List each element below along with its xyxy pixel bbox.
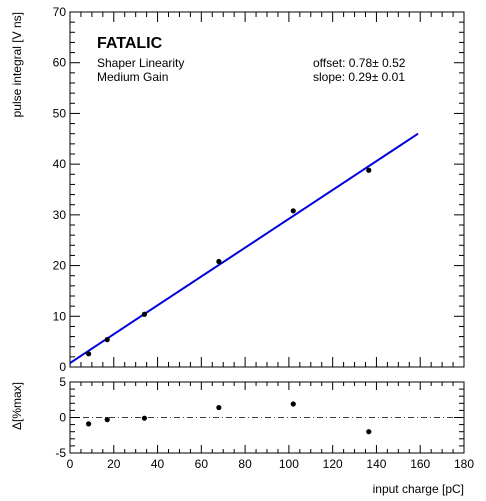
x-tick-label: 0 [67, 457, 74, 471]
chart-title: FATALIC [97, 35, 163, 52]
main-y-tick-label: 30 [53, 208, 67, 222]
main-data-points [86, 167, 372, 357]
residual-y-tick-label: -5 [55, 446, 66, 460]
main-y-tick-label: 20 [53, 259, 67, 273]
residual-data-point [290, 401, 296, 407]
fit-line [69, 132, 419, 364]
x-tick-label: 80 [238, 457, 252, 471]
main-plot: 0 10 20 30 40 50 60 70 FATALIC Shaper Linearity… [10, 5, 465, 374]
main-data-point [216, 258, 222, 265]
main-y-tick-label: 50 [53, 106, 67, 120]
slope-annotation: slope: 0.29± 0.01 [313, 70, 405, 84]
x-tick-label: 60 [195, 457, 209, 471]
x-tick-label: 100 [279, 457, 299, 471]
main-y-tick-label: 40 [53, 157, 67, 171]
x-tick-label: 140 [366, 457, 386, 471]
main-y-tick-label: 70 [53, 5, 67, 19]
residual-y-tick-label: 0 [59, 411, 66, 425]
x-tick-label: 160 [410, 457, 430, 471]
residual-y-axis-label: Δ[%max] [10, 382, 24, 430]
subtitle-line-1: Shaper Linearity [97, 56, 184, 70]
main-data-point [141, 311, 148, 317]
residual-y-tick-label: 5 [59, 375, 66, 389]
residual-data-point [86, 421, 92, 427]
main-data-point [86, 351, 92, 357]
x-tick-label: 120 [323, 457, 343, 471]
residual-x-ticks: 0 20 40 60 80 100 120 140 160 180 [67, 382, 474, 471]
main-y-tick-label: 0 [59, 360, 66, 374]
residual-data-point [141, 415, 148, 421]
x-tick-label: 20 [107, 457, 121, 471]
main-x-ticks [69, 12, 465, 367]
residual-data-point [216, 404, 222, 411]
x-axis-label: input charge [pC] [373, 482, 464, 496]
residual-plot: -505 0 20 40 60 80 100 120 140 160 180 Δ[%max] in… [10, 375, 474, 496]
main-data-point [366, 167, 372, 173]
residual-data-points [86, 401, 372, 435]
residual-data-point [366, 429, 372, 435]
subtitle-line-2: Medium Gain [97, 70, 168, 84]
main-data-point [104, 337, 110, 343]
residual-y-ticks: -5 0 5 [55, 375, 464, 460]
x-tick-label: 40 [151, 457, 165, 471]
main-y-tick-label: 10 [53, 309, 67, 323]
main-y-tick-label: 60 [53, 56, 67, 70]
main-data-point [290, 208, 296, 214]
offset-annotation: offset: 0.78± 0.52 [313, 56, 406, 70]
main-y-ticks: 0 10 20 30 40 50 60 70 [53, 5, 464, 374]
residual-data-point [104, 417, 110, 423]
main-y-axis-label: pulse integral [V ns] [10, 12, 24, 117]
x-tick-label: 180 [454, 457, 474, 471]
